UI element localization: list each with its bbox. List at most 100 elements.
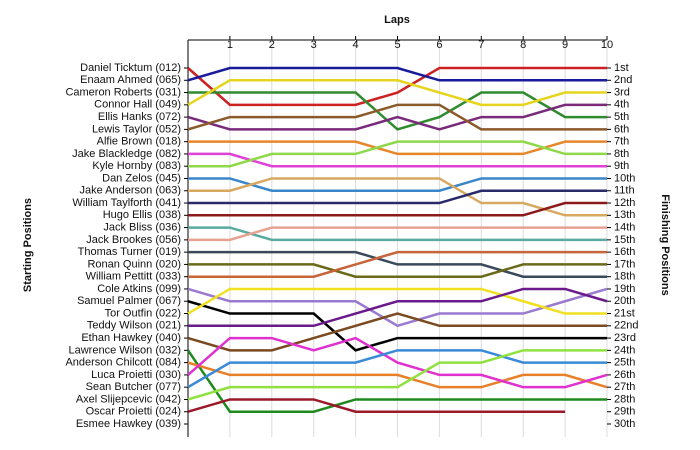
driver-line [187, 103, 607, 131]
driver-line [188, 152, 607, 168]
y-tick-label: Luca Proietti (030) [91, 369, 181, 381]
y2-tick-label: 4th [614, 99, 629, 111]
y-tick-label: Jake Anderson (063) [79, 185, 181, 197]
y-tick-label: Axel Slijepcevic (042) [76, 393, 181, 405]
y2-tick-label: 23rd [614, 332, 636, 344]
driver-line [187, 287, 608, 328]
chart-title: Laps [384, 14, 410, 26]
y2-tick-label: 27th [614, 381, 635, 393]
y2-tick-label: 1st [614, 62, 629, 74]
y-tick-label: Jake Blackledge (082) [72, 148, 181, 160]
y2-tick-label: 26th [614, 369, 635, 381]
driver-line [187, 300, 607, 352]
x-tick-label: 2 [269, 39, 275, 51]
driver-line [188, 177, 607, 193]
driver-line [186, 349, 607, 413]
y-tick-label: Jack Brookes (056) [86, 234, 181, 246]
x-tick-label: 6 [436, 39, 442, 51]
y-tick-label: Connor Hall (049) [94, 99, 181, 111]
driver-line [188, 177, 607, 217]
y-tick-label: Sean Butcher (077) [86, 381, 181, 393]
y2-tick-label: 2nd [614, 74, 632, 86]
y-tick-label: Lewis Taylor (052) [92, 123, 181, 135]
y-tick-label: Ellis Hanks (072) [98, 111, 181, 123]
driver-line [188, 201, 607, 217]
driver-line [187, 398, 566, 413]
y2-tick-label: 29th [614, 406, 635, 418]
x-tick-label: 10 [601, 39, 613, 51]
y2-tick-label: 17th [614, 258, 635, 270]
y-tick-label: Samuel Palmer (067) [77, 295, 181, 307]
x-tick-label: 4 [353, 39, 359, 51]
y-tick-label: Thomas Turner (019) [78, 246, 181, 258]
y2-tick-label: 18th [614, 271, 635, 283]
y2-tick-label: 3rd [614, 86, 630, 98]
y-tick-label: Enaam Ahmed (065) [80, 74, 181, 86]
y2-tick-label: 25th [614, 357, 635, 369]
y-tick-label: Kyle Hornby (083) [92, 160, 181, 172]
x-tick-label: 8 [520, 39, 526, 51]
y2-tick-label: 21st [614, 307, 635, 319]
driver-line [187, 361, 608, 389]
driver-line [188, 250, 607, 278]
y-tick-label: Oscar Proietti (024) [86, 406, 181, 418]
y-tick-label: Hugo Ellis (038) [103, 209, 181, 221]
y2-axis-label: Finishing Positions [659, 194, 671, 295]
y-axis-label: Starting Positions [22, 198, 34, 292]
y2-tick-label: 7th [614, 136, 629, 148]
y-tick-label: Ronan Quinn (020) [87, 258, 181, 270]
x-tick-label: 1 [227, 39, 233, 51]
y-tick-label: Teddy Wilson (021) [87, 320, 181, 332]
y2-tick-label: 16th [614, 246, 635, 258]
driver-line [187, 287, 607, 315]
y-tick-label: Lawrence Wilson (032) [69, 344, 182, 356]
y-tick-label: Alfie Brown (018) [97, 136, 181, 148]
y2-tick-label: 15th [614, 234, 635, 246]
y2-tick-label: 5th [614, 111, 629, 123]
x-tick-label: 7 [478, 39, 484, 51]
driver-line [188, 140, 607, 156]
driver-line [188, 189, 607, 205]
y-tick-label: Cole Atkins (099) [97, 283, 181, 295]
y2-tick-label: 6th [614, 123, 629, 135]
driver-line [187, 336, 608, 389]
driver-line [187, 312, 607, 352]
driver-line [187, 349, 607, 389]
y2-tick-label: 22nd [614, 320, 638, 332]
driver-line [188, 226, 607, 242]
driver-line [188, 287, 608, 328]
y2-tick-label: 20th [614, 295, 635, 307]
y2-tick-label: 30th [614, 418, 635, 430]
y2-tick-label: 9th [614, 160, 629, 172]
driver-line [187, 103, 607, 131]
y-tick-label: Ethan Hawkey (040) [81, 332, 181, 344]
driver-line [187, 349, 607, 401]
y2-tick-label: 14th [614, 221, 635, 233]
driver-line [188, 250, 607, 278]
y-tick-label: Esmee Hawkey (039) [76, 418, 181, 430]
y2-tick-label: 10th [614, 172, 635, 184]
x-tick-label: 9 [562, 39, 568, 51]
y2-tick-label: 11th [614, 185, 635, 197]
y2-tick-label: 12th [614, 197, 635, 209]
y2-tick-label: 24th [614, 344, 635, 356]
driver-line [188, 263, 607, 278]
y-tick-label: Anderson Chilcott (084) [65, 357, 181, 369]
driver-line [187, 66, 607, 107]
y-tick-label: Cameron Roberts (031) [65, 86, 181, 98]
y-tick-label: Daniel Ticktum (012) [80, 62, 181, 74]
x-tick-label: 5 [394, 39, 400, 51]
y-tick-label: Dan Zelos (045) [102, 172, 181, 184]
driver-line [188, 226, 607, 242]
y2-tick-label: 19th [614, 283, 635, 295]
y-tick-label: William Taylforth (041) [72, 197, 181, 209]
driver-line [187, 66, 607, 82]
y2-tick-label: 28th [614, 393, 635, 405]
y-tick-label: Jack Bliss (036) [103, 221, 181, 233]
y-tick-label: William Pettitt (033) [86, 271, 181, 283]
y-tick-label: Tor Outfin (022) [105, 307, 181, 319]
x-tick-label: 3 [311, 39, 317, 51]
y2-tick-label: 8th [614, 148, 629, 160]
y2-tick-label: 13th [614, 209, 635, 221]
